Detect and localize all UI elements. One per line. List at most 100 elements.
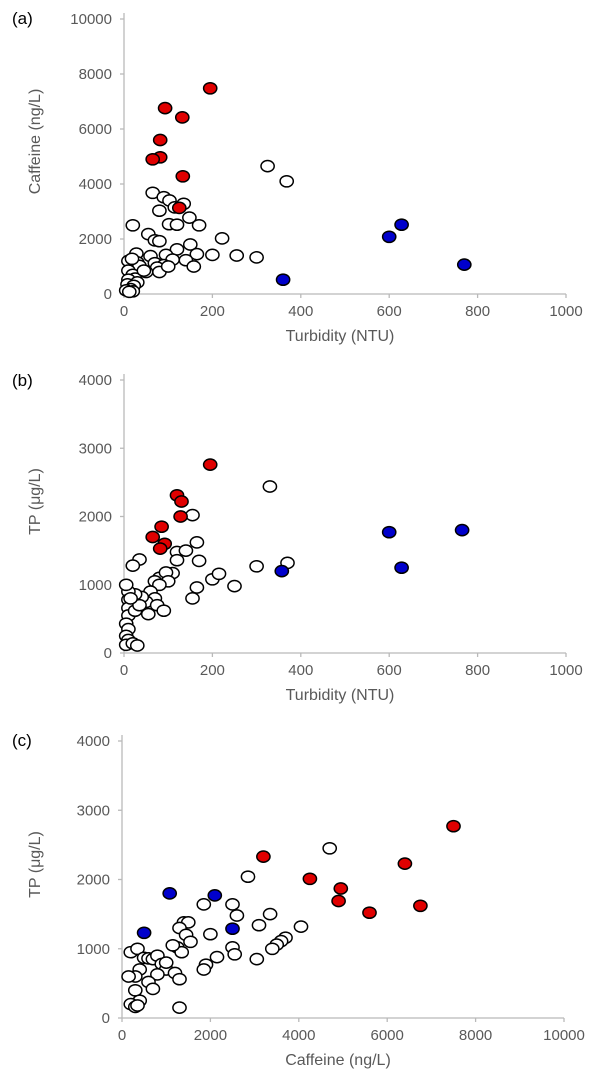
data-point-open: [229, 909, 245, 922]
data-point-red: [175, 169, 191, 183]
y-tick-label: 1000: [77, 941, 110, 958]
data-point-open: [124, 252, 140, 266]
x-tick-label: 8000: [459, 1027, 492, 1044]
data-point-open: [227, 579, 242, 593]
data-point-open: [129, 639, 145, 652]
y-axis-title: Caffeine (ng/L): [27, 89, 44, 195]
data-point-open: [189, 581, 205, 594]
x-tick-label: 800: [465, 662, 490, 679]
data-point-open: [279, 174, 295, 188]
y-axis-title: TP (μg/L): [27, 468, 44, 535]
data-point-open: [145, 982, 161, 996]
data-point-blue: [381, 230, 397, 244]
data-point-open: [249, 559, 264, 573]
y-axis-title: TP (μg/L): [27, 831, 44, 898]
x-tick-label: 0: [118, 1027, 126, 1044]
data-point-open: [125, 218, 141, 232]
data-point-red: [152, 133, 168, 147]
x-tick-label: 4000: [282, 1027, 315, 1044]
data-point-open: [264, 942, 280, 956]
data-point-red: [397, 857, 413, 870]
data-point-red: [202, 81, 218, 95]
data-point-open: [158, 956, 174, 969]
data-point-open: [152, 204, 167, 218]
x-tick-label: 600: [377, 303, 402, 320]
x-axis-title: Caffeine (ng/L): [285, 1052, 391, 1069]
data-point-blue: [207, 889, 223, 902]
y-tick-label: 3000: [79, 440, 112, 457]
data-point-red: [331, 894, 346, 908]
y-tick-label: 3000: [77, 802, 110, 819]
x-tick-label: 10000: [543, 1027, 585, 1044]
data-point-open: [169, 553, 185, 567]
data-point-open: [249, 952, 265, 966]
data-point-open: [136, 264, 152, 277]
data-point-open: [125, 559, 141, 572]
y-tick-label: 2000: [79, 231, 112, 248]
data-point-open: [185, 508, 200, 522]
scatter-panel-1: (a) 0 2000 4000 6000 8000 10000 0 200 400 600 800 10…: [12, 9, 583, 345]
data-point-open: [205, 248, 220, 262]
data-point-red: [256, 850, 271, 863]
data-point-open: [130, 999, 145, 1012]
data-point-red: [173, 510, 188, 523]
data-point-open: [260, 159, 275, 173]
data-point-open: [209, 950, 225, 964]
data-point-open: [182, 211, 197, 224]
y-tick-label: 8000: [79, 66, 112, 83]
x-tick-label: 1000: [549, 303, 582, 320]
panel-label: (a): [12, 9, 33, 28]
data-point-open: [156, 604, 172, 618]
data-point-open: [322, 841, 338, 855]
data-point-open: [172, 972, 187, 986]
data-point-open: [211, 567, 227, 581]
y-tick-label: 10000: [70, 11, 112, 28]
data-point-open: [191, 218, 207, 232]
y-tick-label: 2000: [77, 872, 110, 889]
x-tick-label: 6000: [371, 1027, 404, 1044]
data-point-open: [196, 898, 212, 911]
data-point-open: [203, 927, 218, 941]
y-tick-label: 0: [104, 286, 112, 303]
data-point-open: [121, 285, 137, 299]
y-tick-label: 4000: [79, 372, 112, 389]
data-point-blue: [274, 564, 290, 578]
data-point-red: [362, 906, 377, 920]
x-axis-title: Turbidity (NTU): [286, 328, 395, 345]
data-point-open: [169, 218, 185, 232]
data-point-open: [189, 536, 205, 549]
data-point-red: [202, 458, 218, 471]
data-point-open: [189, 247, 205, 261]
data-point-open: [225, 898, 240, 911]
data-point-blue: [454, 523, 470, 537]
x-tick-label: 800: [465, 303, 490, 320]
data-point-red: [171, 201, 187, 215]
data-point-open: [262, 907, 278, 921]
x-tick-label: 0: [120, 303, 128, 320]
data-point-blue: [275, 273, 291, 287]
data-point-red: [152, 542, 168, 555]
x-axis-title: Turbidity (NTU): [286, 687, 395, 704]
data-point-red: [145, 152, 161, 166]
data-point-red: [446, 819, 461, 833]
y-tick-label: 6000: [79, 121, 112, 138]
x-tick-label: 400: [288, 303, 313, 320]
data-point-red: [413, 899, 428, 913]
data-point-red: [174, 495, 189, 508]
data-point-open: [191, 554, 207, 568]
data-point-blue: [381, 525, 397, 539]
y-tick-label: 4000: [79, 176, 112, 193]
scatter-panel-3: (c) 0 1000 2000 3000 4000 0 2000 4000 6000 8000 100…: [12, 731, 585, 1069]
data-point-blue: [394, 561, 409, 575]
y-tick-label: 1000: [79, 577, 112, 594]
data-point-open: [118, 578, 134, 592]
data-point-blue: [162, 887, 178, 900]
data-point-open: [160, 260, 176, 273]
y-tick-label: 4000: [77, 733, 110, 750]
data-point-open: [182, 238, 198, 251]
data-point-open: [152, 234, 167, 248]
data-point-open: [186, 260, 202, 273]
data-point-open: [123, 592, 138, 605]
y-tick-label: 2000: [79, 509, 112, 526]
